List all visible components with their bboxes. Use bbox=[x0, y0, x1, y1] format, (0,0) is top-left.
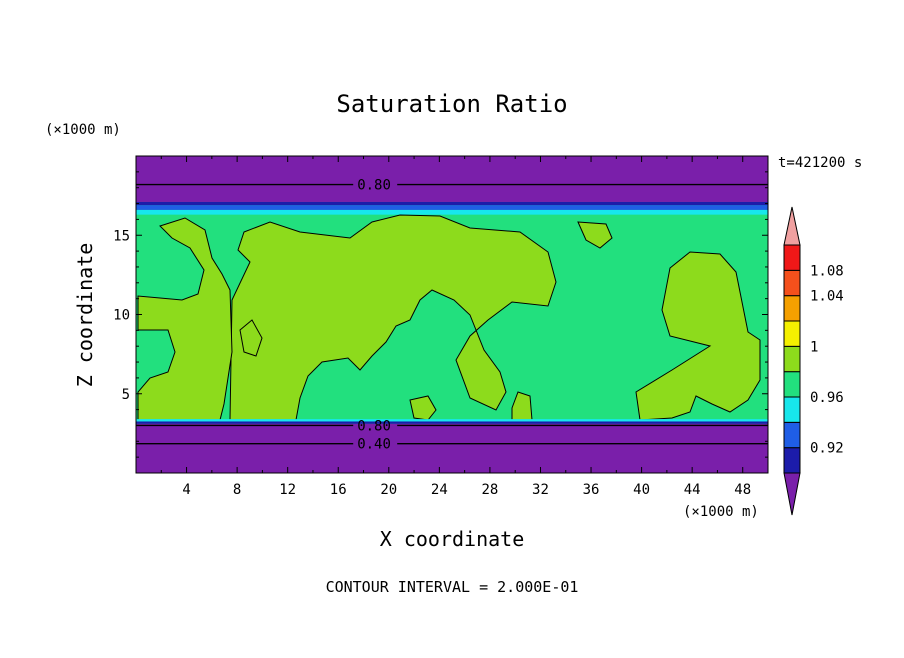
band-top-blue bbox=[136, 205, 768, 210]
colorbar-label: 0.96 bbox=[810, 390, 844, 406]
x-tick-label: 40 bbox=[633, 482, 650, 498]
colorbar-swatch bbox=[783, 269, 801, 297]
y-tick-label: 10 bbox=[113, 308, 130, 324]
colorbar-swatch bbox=[783, 244, 801, 271]
colorbar-swatch bbox=[783, 320, 801, 347]
band-top-navy bbox=[136, 201, 768, 206]
colorbar-label: 1.04 bbox=[810, 289, 844, 305]
y-tick-label: 15 bbox=[113, 228, 130, 244]
colorbar-swatch bbox=[783, 421, 801, 449]
y-axis-title: Z coordinate bbox=[73, 243, 97, 388]
time-label: t=421200 s bbox=[778, 155, 862, 171]
supersat-region bbox=[577, 221, 613, 249]
x-tick-label: 20 bbox=[380, 482, 397, 498]
contour-label: 0.80 bbox=[357, 418, 391, 434]
y-tick-label: 5 bbox=[122, 387, 130, 403]
colorbar: 1.08 1.04 1 0.96 0.92 bbox=[783, 206, 844, 516]
supersat-region bbox=[635, 251, 761, 421]
colorbar-label: 1.08 bbox=[810, 263, 844, 279]
contour-interval-footer: CONTOUR INTERVAL = 2.000E-01 bbox=[326, 578, 579, 596]
x-tick-label: 32 bbox=[532, 482, 549, 498]
contour-label: 0.80 bbox=[357, 178, 391, 194]
colorbar-label: 1 bbox=[810, 339, 818, 355]
band-top-cyan bbox=[136, 209, 768, 215]
supersat-region bbox=[409, 395, 437, 421]
colorbar-swatch bbox=[783, 447, 801, 474]
colorbar-swatch bbox=[783, 295, 801, 322]
x-tick-label: 8 bbox=[233, 482, 241, 498]
x-axis-ticks: 4 8 12 16 20 24 28 32 36 40 44 48 bbox=[160, 156, 751, 498]
y-axis-ticks: 5 10 15 bbox=[113, 171, 768, 458]
x-tick-label: 28 bbox=[481, 482, 498, 498]
colorbar-min-arrow bbox=[783, 472, 801, 516]
x-tick-label: 4 bbox=[182, 482, 190, 498]
supersat-region bbox=[229, 214, 557, 421]
supersat-region bbox=[239, 319, 263, 357]
x-axis-title: X coordinate bbox=[380, 527, 525, 551]
y-unit-label: (×1000 m) bbox=[45, 122, 121, 138]
colorbar-label: 0.92 bbox=[810, 441, 844, 457]
supersat-region bbox=[137, 217, 233, 421]
colorbar-swatch bbox=[783, 396, 801, 423]
chart-title: Saturation Ratio bbox=[336, 90, 567, 118]
contour-lines: 0.80 0.80 0.40 bbox=[136, 178, 768, 453]
x-unit-label: (×1000 m) bbox=[683, 504, 759, 520]
band-low-purple bbox=[136, 423, 768, 473]
contour-label: 0.40 bbox=[357, 437, 391, 453]
x-tick-label: 24 bbox=[431, 482, 448, 498]
x-tick-label: 16 bbox=[330, 482, 347, 498]
plot-area bbox=[135, 155, 769, 474]
colorbar-swatch bbox=[783, 345, 801, 373]
band-low-navy bbox=[136, 421, 768, 424]
band-low-cyan bbox=[136, 419, 768, 422]
x-tick-label: 12 bbox=[279, 482, 296, 498]
colorbar-swatch bbox=[783, 371, 801, 398]
colorbar-max-arrow bbox=[783, 206, 801, 246]
x-tick-label: 36 bbox=[583, 482, 600, 498]
band-top-purple bbox=[136, 156, 768, 202]
x-tick-label: 44 bbox=[684, 482, 701, 498]
supersat-region bbox=[511, 391, 533, 421]
x-tick-label: 48 bbox=[734, 482, 751, 498]
